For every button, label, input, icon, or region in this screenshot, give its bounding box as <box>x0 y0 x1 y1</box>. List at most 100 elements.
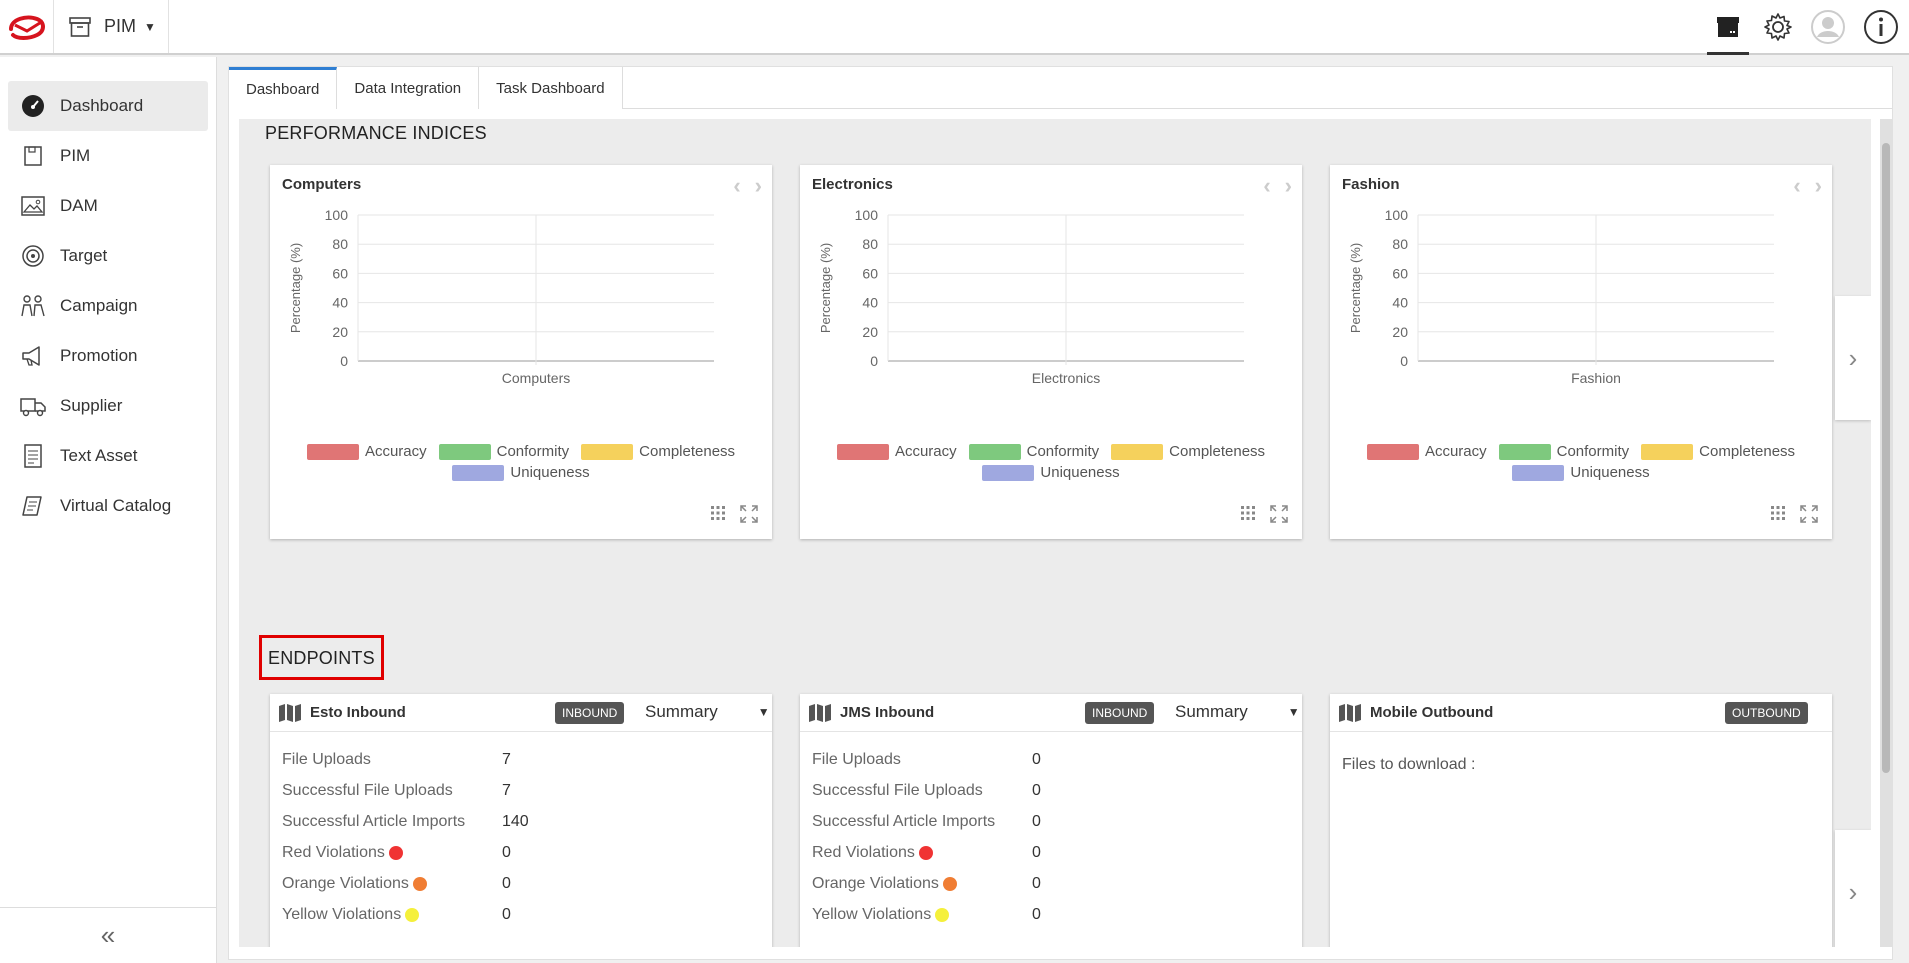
info-button[interactable] <box>1853 0 1909 53</box>
chevron-right-icon: › <box>1848 342 1858 373</box>
stat-value: 0 <box>1032 905 1041 923</box>
legend-item[interactable]: Completeness <box>1641 443 1795 460</box>
package-icon <box>1717 16 1739 37</box>
endpoint-name: Esto Inbound <box>310 704 406 721</box>
info-icon <box>1864 9 1898 44</box>
target-icon <box>20 243 46 269</box>
grid-menu-icon[interactable] <box>1770 505 1786 521</box>
sidebar-item-campaign[interactable]: Campaign <box>8 281 208 331</box>
x-axis-label: Electronics <box>1032 370 1100 386</box>
legend-item[interactable]: Conformity <box>1498 443 1629 460</box>
expand-icon[interactable] <box>1270 505 1288 523</box>
logo[interactable] <box>0 0 54 53</box>
stat-label: Successful File Uploads <box>812 781 983 799</box>
legend-label: Completeness <box>1699 443 1796 460</box>
next-charts-button[interactable]: › <box>1835 296 1871 420</box>
legend-swatch <box>581 443 634 460</box>
tab-dashboard[interactable]: Dashboard <box>229 67 338 109</box>
chevron-down-icon: ▼ <box>757 705 770 719</box>
legend-item[interactable]: Uniqueness <box>982 464 1120 481</box>
stat-value: 7 <box>502 750 511 768</box>
sidebar-item-text-asset[interactable]: Text Asset <box>8 431 208 481</box>
scrollbar-thumb[interactable] <box>1882 143 1890 773</box>
pim-icon <box>20 143 46 169</box>
stat-row: Successful File Uploads 7 <box>282 775 760 806</box>
legend-item[interactable]: Accuracy <box>1366 443 1487 460</box>
legend-item[interactable]: Completeness <box>1111 443 1265 460</box>
stat-label: Orange Violations <box>812 874 939 892</box>
legend-item[interactable]: Conformity <box>968 443 1099 460</box>
sidebar-item-dam[interactable]: DAM <box>8 181 208 231</box>
chart-legend: Accuracy Conformity Completeness Uniquen… <box>291 443 751 481</box>
stat-value: 0 <box>1032 843 1041 861</box>
image-icon <box>20 193 46 219</box>
legend-label: Uniqueness <box>510 464 590 481</box>
stat-label: Red Violations <box>282 843 385 861</box>
chart-card-computers: Computers ‹ › 0 20 40 60 80 100 Computers Percen… <box>270 165 772 539</box>
legend-label: Completeness <box>1169 443 1266 460</box>
vertical-scrollbar[interactable] <box>1880 119 1892 947</box>
collapse-sidebar-button[interactable]: « <box>0 907 216 963</box>
legend-swatch <box>836 443 889 460</box>
y-tick-label: 0 <box>870 353 878 369</box>
legend-swatch <box>982 464 1035 481</box>
legend-swatch <box>1366 443 1419 460</box>
chevron-left-icon[interactable]: ‹ <box>733 173 741 198</box>
legend-swatch <box>1498 443 1551 460</box>
legend-swatch <box>1641 443 1694 460</box>
app-switcher[interactable]: PIM ▼ <box>54 0 169 53</box>
package-button[interactable] <box>1703 0 1753 55</box>
brand-logo-icon <box>8 14 45 40</box>
chart-legend: Accuracy Conformity Completeness Uniquen… <box>821 443 1281 481</box>
tab-task-dashboard[interactable]: Task Dashboard <box>479 67 623 109</box>
y-tick-label: 20 <box>332 324 348 340</box>
stat-value: 0 <box>1032 874 1041 892</box>
yellow-dot-icon <box>405 907 420 922</box>
y-tick-label: 0 <box>1400 353 1408 369</box>
chevron-right-icon[interactable]: › <box>1814 173 1822 198</box>
legend-item[interactable]: Uniqueness <box>452 464 590 481</box>
chevron-left-icon[interactable]: ‹ <box>1793 173 1801 198</box>
sidebar-item-supplier[interactable]: Supplier <box>8 381 208 431</box>
y-tick-label: 80 <box>332 236 348 252</box>
sidebar-item-target[interactable]: Target <box>8 231 208 281</box>
legend-swatch <box>306 443 359 460</box>
tab-bar: Dashboard Data Integration Task Dashboar… <box>229 67 1892 109</box>
chart-title: Computers <box>282 175 362 193</box>
expand-icon[interactable] <box>1800 505 1818 523</box>
sidebar-item-pim[interactable]: PIM <box>8 131 208 181</box>
view-select[interactable]: Summary ▼ <box>1175 702 1300 722</box>
main-panel: Dashboard Data Integration Task Dashboar… <box>228 66 1893 960</box>
sidebar-item-dashboard[interactable]: Dashboard <box>8 81 208 131</box>
stat-row: Successful File Uploads 0 <box>812 775 1290 806</box>
chart-title: Fashion <box>1342 175 1400 193</box>
red-dot-icon <box>388 845 403 860</box>
chart-legend: Accuracy Conformity Completeness Uniquen… <box>1351 443 1811 481</box>
next-endpoints-button[interactable]: › <box>1835 830 1871 947</box>
stat-row: Orange Violations 0 <box>282 868 760 899</box>
chevron-left-icon[interactable]: ‹ <box>1263 173 1271 198</box>
view-select-value: Summary <box>645 702 718 721</box>
expand-icon[interactable] <box>740 505 758 523</box>
red-dot-icon <box>918 845 933 860</box>
chevron-right-icon[interactable]: › <box>754 173 762 198</box>
settings-button[interactable] <box>1753 0 1803 53</box>
chart-card-electronics: Electronics ‹ › 0 20 40 60 80 100 Electronics Pe… <box>800 165 1302 539</box>
legend-item[interactable]: Completeness <box>581 443 735 460</box>
legend-item[interactable]: Conformity <box>438 443 569 460</box>
performance-indices-title: PERFORMANCE INDICES <box>265 123 487 143</box>
legend-item[interactable]: Accuracy <box>306 443 427 460</box>
grid-menu-icon[interactable] <box>710 505 726 521</box>
tab-data-integration[interactable]: Data Integration <box>337 67 480 109</box>
view-select[interactable]: Summary ▼ <box>645 702 770 722</box>
sidebar-item-virtual-catalog[interactable]: Virtual Catalog <box>8 481 208 531</box>
legend-item[interactable]: Accuracy <box>836 443 957 460</box>
chevron-right-icon[interactable]: › <box>1284 173 1292 198</box>
user-profile-button[interactable] <box>1803 0 1853 53</box>
grid-menu-icon[interactable] <box>1240 505 1256 521</box>
stat-label: Successful Article Imports <box>812 812 996 830</box>
sidebar-item-promotion[interactable]: Promotion <box>8 331 208 381</box>
stat-value: 7 <box>502 781 511 799</box>
legend-item[interactable]: Uniqueness <box>1512 464 1650 481</box>
sidebar-item-label: Text Asset <box>60 446 138 465</box>
